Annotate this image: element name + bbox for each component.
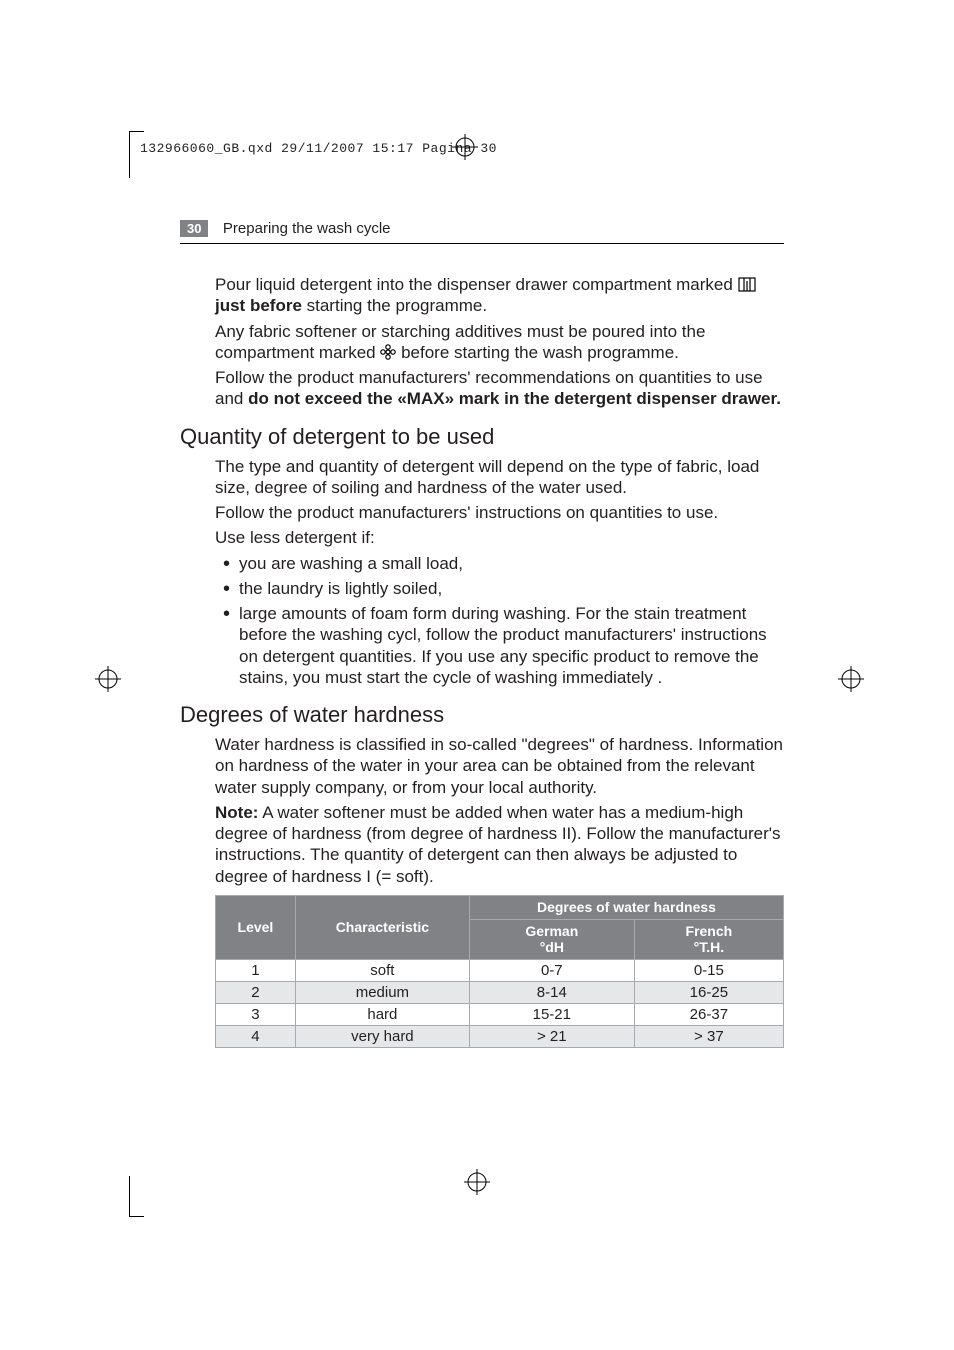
compartment-icon bbox=[738, 275, 756, 294]
cell: 0-7 bbox=[469, 960, 634, 982]
s2-p1: Water hardness is classified in so-calle… bbox=[215, 734, 784, 798]
registration-mark-left bbox=[95, 666, 121, 697]
table-row: 4 very hard > 21 > 37 bbox=[216, 1026, 784, 1048]
th-german: German°dH bbox=[469, 919, 634, 960]
s2-p2: Note: A water softener must be added whe… bbox=[215, 802, 784, 887]
flower-icon bbox=[380, 343, 396, 362]
intro-p1: Pour liquid detergent into the dispenser… bbox=[215, 274, 784, 317]
page-header: 30 Preparing the wash cycle bbox=[180, 220, 784, 252]
cell: 26-37 bbox=[634, 1004, 783, 1026]
cell: hard bbox=[295, 1004, 469, 1026]
registration-mark-bottom bbox=[464, 1169, 490, 1200]
cell: 8-14 bbox=[469, 982, 634, 1004]
th-french: French°T.H. bbox=[634, 919, 783, 960]
s1-p3: Use less detergent if: bbox=[215, 527, 784, 548]
registration-mark-right bbox=[838, 666, 864, 697]
th-level: Level bbox=[216, 895, 296, 959]
cell: 15-21 bbox=[469, 1004, 634, 1026]
section-heading-quantity: Quantity of detergent to be used bbox=[180, 424, 784, 450]
s2-note-label: Note: bbox=[215, 803, 258, 822]
intro-p1-c: starting the programme. bbox=[302, 296, 487, 315]
section-heading-hardness: Degrees of water hardness bbox=[180, 702, 784, 728]
cell: soft bbox=[295, 960, 469, 982]
cell: 4 bbox=[216, 1026, 296, 1048]
table-row: 3 hard 15-21 26-37 bbox=[216, 1004, 784, 1026]
intro-p3-b: do not exceed the «MAX» mark in the dete… bbox=[248, 389, 781, 408]
cell: > 37 bbox=[634, 1026, 783, 1048]
header-title: Preparing the wash cycle bbox=[223, 220, 391, 237]
intro-p2: Any fabric softener or starching additiv… bbox=[215, 321, 784, 364]
s2-p2-text: A water softener must be added when wate… bbox=[215, 803, 780, 886]
cell: medium bbox=[295, 982, 469, 1004]
cell: 16-25 bbox=[634, 982, 783, 1004]
intro-p3: Follow the product manufacturers' recomm… bbox=[215, 367, 784, 410]
table-row: 2 medium 8-14 16-25 bbox=[216, 982, 784, 1004]
intro-p2-b: before starting the wash programme. bbox=[396, 343, 679, 362]
cell: > 21 bbox=[469, 1026, 634, 1048]
list-item: the laundry is lightly soiled, bbox=[239, 578, 784, 599]
table-row: 1 soft 0-7 0-15 bbox=[216, 960, 784, 982]
cell: very hard bbox=[295, 1026, 469, 1048]
th-merged: Degrees of water hardness bbox=[469, 895, 783, 919]
cell: 1 bbox=[216, 960, 296, 982]
intro-p1-a: Pour liquid detergent into the dispenser… bbox=[215, 275, 738, 294]
crop-mark-bottom-left bbox=[129, 1176, 144, 1217]
cell: 3 bbox=[216, 1004, 296, 1026]
hardness-table: Level Characteristic Degrees of water ha… bbox=[215, 895, 784, 1048]
cell: 0-15 bbox=[634, 960, 783, 982]
s1-p1: The type and quantity of detergent will … bbox=[215, 456, 784, 499]
th-characteristic: Characteristic bbox=[295, 895, 469, 959]
header-rule bbox=[180, 243, 784, 244]
s1-bullet-list: you are washing a small load, the laundr… bbox=[215, 553, 784, 689]
file-metadata-line: 132966060_GB.qxd 29/11/2007 15:17 Pagina… bbox=[140, 141, 497, 156]
page-content: Pour liquid detergent into the dispenser… bbox=[180, 274, 784, 1048]
page-number: 30 bbox=[180, 220, 208, 237]
intro-p1-b: just before bbox=[215, 296, 302, 315]
list-item: you are washing a small load, bbox=[239, 553, 784, 574]
cell: 2 bbox=[216, 982, 296, 1004]
registration-mark-top bbox=[452, 134, 478, 165]
s1-p2: Follow the product manufacturers' instru… bbox=[215, 502, 784, 523]
list-item: large amounts of foam form during washin… bbox=[239, 603, 784, 688]
